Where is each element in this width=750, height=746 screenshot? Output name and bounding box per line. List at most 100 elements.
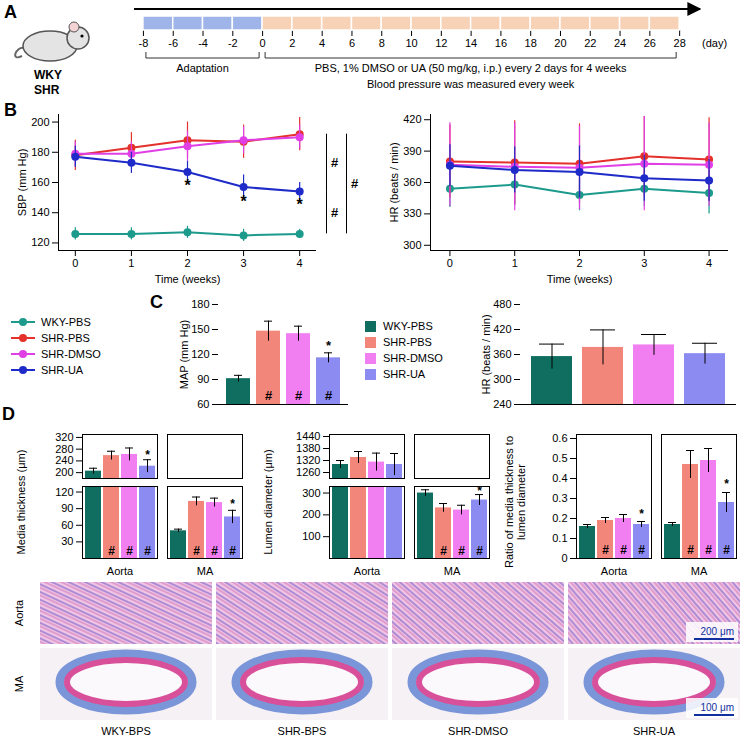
svg-text:16: 16 <box>495 37 507 49</box>
svg-text:4: 4 <box>319 37 325 49</box>
svg-text:100 μm: 100 μm <box>700 702 734 713</box>
svg-text:22: 22 <box>584 37 596 49</box>
svg-text:2: 2 <box>289 37 295 49</box>
svg-text:200: 200 <box>55 466 73 478</box>
svg-text:26: 26 <box>644 37 656 49</box>
svg-text:0.3: 0.3 <box>552 492 567 504</box>
svg-text:Adaptation: Adaptation <box>176 62 229 74</box>
svg-text:180: 180 <box>31 146 49 158</box>
svg-text:*: * <box>297 196 304 213</box>
svg-text:160: 160 <box>31 176 49 188</box>
svg-text:200: 200 <box>302 508 320 520</box>
svg-text:60: 60 <box>197 398 209 410</box>
svg-text:1: 1 <box>512 257 518 269</box>
svg-text:0: 0 <box>260 37 266 49</box>
svg-text:200 μm: 200 μm <box>700 626 734 637</box>
svg-text:240: 240 <box>55 454 73 466</box>
svg-text:1: 1 <box>128 257 134 269</box>
svg-text:Blood pressure was measured ev: Blood pressure was measured every week <box>367 78 575 90</box>
svg-text:#: # <box>458 544 465 558</box>
svg-text:0.2: 0.2 <box>552 512 567 524</box>
svg-text:#: # <box>126 544 133 558</box>
svg-text:#: # <box>144 544 151 558</box>
svg-text:#: # <box>638 543 645 557</box>
svg-text:#: # <box>108 544 115 558</box>
svg-text:*: * <box>240 193 247 210</box>
svg-text:300: 300 <box>493 373 511 385</box>
svg-text:#: # <box>295 388 303 403</box>
svg-text:14: 14 <box>465 37 477 49</box>
svg-text:420: 420 <box>403 113 421 125</box>
svg-text:1260: 1260 <box>296 466 320 478</box>
svg-text:*: * <box>145 448 150 462</box>
svg-text:140: 140 <box>31 206 49 218</box>
svg-text:200: 200 <box>31 116 49 128</box>
svg-text:390: 390 <box>403 145 421 157</box>
svg-text:SBP (mm Hg): SBP (mm Hg) <box>16 149 28 217</box>
svg-text:0: 0 <box>561 552 567 564</box>
svg-text:MA: MA <box>444 565 461 577</box>
svg-text:-6: -6 <box>168 37 178 49</box>
svg-text:(day): (day) <box>702 37 727 49</box>
svg-text:#: # <box>331 205 339 220</box>
svg-text:#: # <box>476 544 483 558</box>
svg-text:#: # <box>440 544 447 558</box>
svg-text:0.4: 0.4 <box>552 472 567 484</box>
svg-text:8: 8 <box>379 37 385 49</box>
svg-text:*: * <box>184 177 191 194</box>
svg-text:18: 18 <box>525 37 537 49</box>
svg-text:6: 6 <box>349 37 355 49</box>
svg-text:360: 360 <box>493 348 511 360</box>
svg-text:0.1: 0.1 <box>552 532 567 544</box>
svg-text:4: 4 <box>297 257 303 269</box>
svg-text:*: * <box>724 477 729 491</box>
svg-text:#: # <box>211 544 218 558</box>
svg-text:#: # <box>620 543 627 557</box>
svg-text:2: 2 <box>576 257 582 269</box>
svg-text:PBS, 1% DMSO or UA (50 mg/kg,: PBS, 1% DMSO or UA (50 mg/kg, i.p.) ever… <box>315 62 627 74</box>
svg-text:#: # <box>229 544 236 558</box>
svg-text:180: 180 <box>191 298 209 310</box>
svg-text:-2: -2 <box>228 37 238 49</box>
svg-text:#: # <box>265 388 273 403</box>
svg-text:0.5: 0.5 <box>552 452 567 464</box>
svg-text:480: 480 <box>493 298 511 310</box>
svg-text:-8: -8 <box>139 37 149 49</box>
svg-text:10: 10 <box>405 37 417 49</box>
svg-text:*: * <box>639 507 644 521</box>
svg-text:Time (weeks): Time (weeks) <box>547 273 613 285</box>
svg-text:2: 2 <box>184 257 190 269</box>
svg-text:#: # <box>705 543 712 557</box>
svg-text:HR (beats / min): HR (beats / min) <box>388 142 400 222</box>
svg-text:4: 4 <box>706 257 712 269</box>
svg-text:Aorta: Aorta <box>354 565 381 577</box>
svg-text:#: # <box>325 388 333 403</box>
svg-text:120: 120 <box>191 348 209 360</box>
svg-text:90: 90 <box>197 373 209 385</box>
svg-text:0: 0 <box>447 257 453 269</box>
svg-text:28: 28 <box>674 37 686 49</box>
svg-text:300: 300 <box>403 239 421 251</box>
svg-text:360: 360 <box>403 176 421 188</box>
svg-text:*: * <box>326 338 332 353</box>
svg-text:0: 0 <box>72 257 78 269</box>
svg-text:24: 24 <box>614 37 626 49</box>
svg-text:3: 3 <box>641 257 647 269</box>
svg-text:1320: 1320 <box>296 454 320 466</box>
svg-text:-4: -4 <box>198 37 208 49</box>
svg-text:MAP (mm Hg): MAP (mm Hg) <box>178 320 190 389</box>
svg-text:60: 60 <box>61 519 73 531</box>
svg-text:100: 100 <box>302 530 320 542</box>
svg-text:MA: MA <box>197 565 214 577</box>
svg-text:280: 280 <box>55 443 73 455</box>
svg-text:90: 90 <box>61 502 73 514</box>
svg-text:*: * <box>230 497 235 511</box>
svg-text:#: # <box>723 543 730 557</box>
svg-text:20: 20 <box>554 37 566 49</box>
svg-text:1440: 1440 <box>296 430 320 442</box>
svg-text:HR (beats / min): HR (beats / min) <box>480 314 492 394</box>
svg-text:#: # <box>687 543 694 557</box>
svg-text:Aorta: Aorta <box>601 565 628 577</box>
svg-text:120: 120 <box>55 486 73 498</box>
svg-text:Time (weeks): Time (weeks) <box>155 273 221 285</box>
